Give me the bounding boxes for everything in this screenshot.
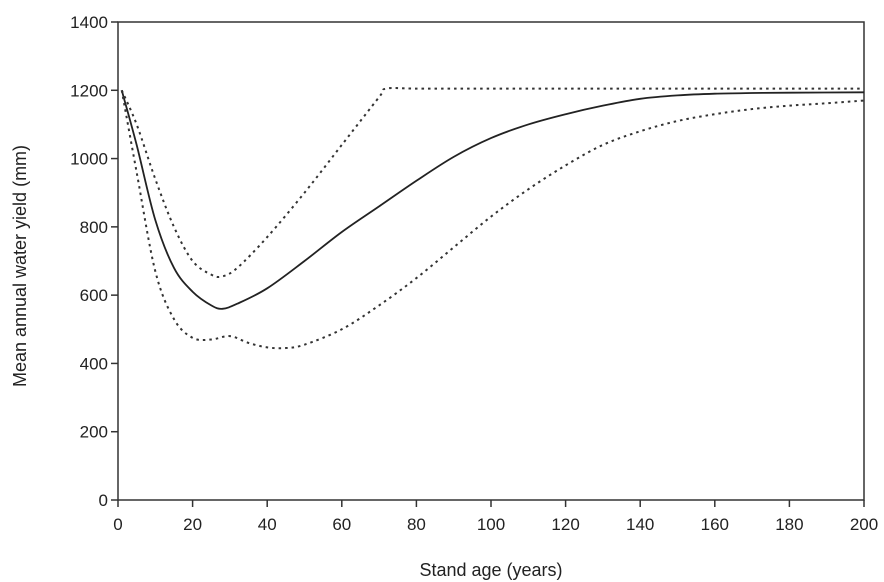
x-tick-label: 160 — [701, 515, 729, 534]
x-tick-label: 140 — [626, 515, 654, 534]
x-tick-label: 120 — [551, 515, 579, 534]
y-tick-label: 1000 — [70, 150, 108, 169]
x-tick-label: 200 — [850, 515, 878, 534]
y-tick-label: 400 — [80, 354, 108, 373]
x-tick-label: 0 — [113, 515, 122, 534]
x-tick-label: 80 — [407, 515, 426, 534]
x-tick-label: 20 — [183, 515, 202, 534]
x-axis-title: Stand age (years) — [419, 560, 562, 580]
y-tick-label: 200 — [80, 423, 108, 442]
y-tick-label: 1200 — [70, 81, 108, 100]
x-tick-label: 60 — [332, 515, 351, 534]
y-tick-label: 800 — [80, 218, 108, 237]
y-axis-title: Mean annual water yield (mm) — [10, 145, 30, 387]
series-line-solid — [120, 90, 865, 310]
axis-ticks: 0 20 40 60 80 100 120 140 160 180 200 0 200 400 600 800… — [70, 13, 878, 534]
y-tick-label: 0 — [99, 491, 108, 510]
x-tick-label: 40 — [258, 515, 277, 534]
y-tick-label: 1400 — [70, 13, 108, 32]
x-tick-label: 180 — [775, 515, 803, 534]
x-tick-label: 100 — [477, 515, 505, 534]
series-line-dotted-1 — [120, 86, 864, 278]
y-tick-label: 600 — [80, 286, 108, 305]
series-group — [120, 86, 865, 350]
series-line-dotted-2 — [120, 90, 865, 350]
